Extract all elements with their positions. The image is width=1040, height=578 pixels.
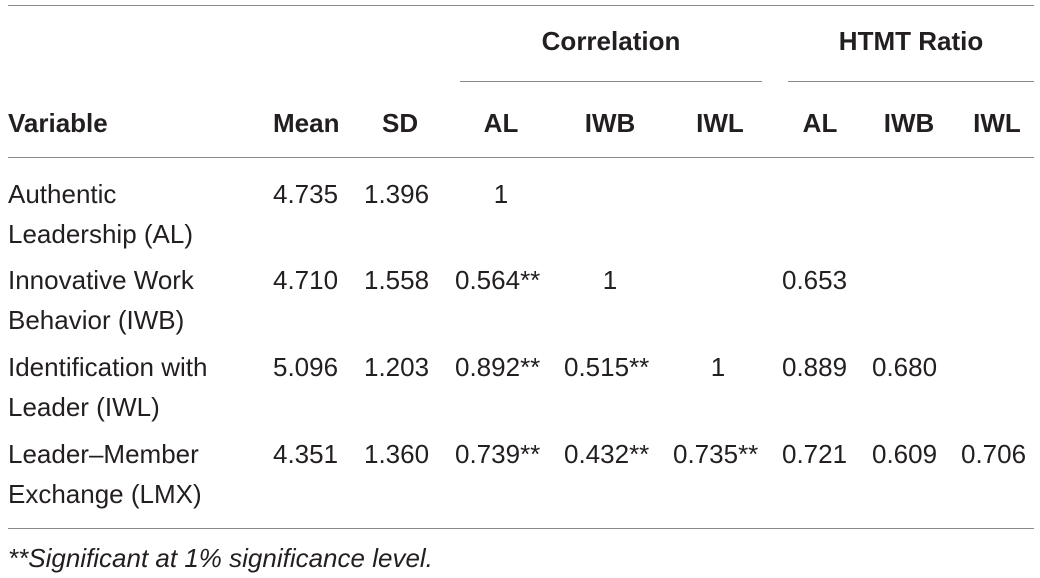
row-iwl-variable-line1: Identification with: [8, 352, 208, 382]
column-header-variable: Variable: [8, 108, 108, 138]
header-rule: [8, 157, 1034, 158]
row-lmx-corr-al: 0.739**: [455, 439, 541, 469]
row-lmx-mean: 4.351: [273, 439, 339, 469]
htmt-group-rule: [788, 81, 1034, 82]
row-lmx-sd: 1.360: [364, 439, 430, 469]
row-iwb-corr-al: 0.564**: [455, 265, 541, 295]
row-al-variable-line2: Leadership (AL): [8, 219, 193, 249]
column-header-mean: Mean: [273, 108, 340, 138]
row-lmx-variable-line2: Exchange (LMX): [8, 479, 202, 509]
column-header-sd: SD: [382, 108, 419, 138]
column-header-htmt-iwl: IWL: [973, 108, 1021, 138]
row-lmx-variable-line1: Leader–Member: [8, 439, 199, 469]
row-lmx-htmt-iwl: 0.706: [961, 439, 1027, 469]
row-iwl-corr-al: 0.892**: [455, 352, 541, 382]
row-lmx-corr-iwl: 0.735**: [673, 439, 759, 469]
column-header-corr-al: AL: [483, 108, 519, 138]
group-header-htmt: HTMT Ratio: [838, 26, 984, 56]
row-iwb-variable-line2: Behavior (IWB): [8, 305, 185, 335]
row-iwb-sd: 1.558: [364, 265, 430, 295]
column-header-corr-iwl: IWL: [696, 108, 744, 138]
top-rule: [8, 5, 1034, 6]
correlation-group-rule: [460, 81, 762, 82]
column-header-htmt-al: AL: [802, 108, 838, 138]
row-lmx-htmt-iwb: 0.609: [872, 439, 938, 469]
row-al-corr-al: 1: [493, 179, 509, 209]
row-lmx-htmt-al: 0.721: [782, 439, 848, 469]
row-iwl-mean: 5.096: [273, 352, 339, 382]
row-iwb-htmt-al: 0.653: [782, 265, 848, 295]
row-iwl-htmt-al: 0.889: [782, 352, 848, 382]
row-iwl-sd: 1.203: [364, 352, 430, 382]
row-iwb-variable-line1: Innovative Work: [8, 265, 194, 295]
column-header-corr-iwb: IWB: [584, 108, 636, 138]
row-lmx-corr-iwb: 0.432**: [564, 439, 650, 469]
column-header-htmt-iwb: IWB: [883, 108, 935, 138]
row-al-variable-line1: Authentic: [8, 179, 117, 209]
row-al-sd: 1.396: [364, 179, 430, 209]
row-al-mean: 4.735: [273, 179, 339, 209]
row-iwl-variable-line2: Leader (IWL): [8, 392, 160, 422]
table-footnote: **Significant at 1% significance level.: [8, 543, 433, 573]
group-header-correlation: Correlation: [541, 26, 681, 56]
bottom-rule: [8, 528, 1034, 529]
row-iwb-mean: 4.710: [273, 265, 339, 295]
row-iwl-corr-iwl: 1: [710, 352, 726, 382]
row-iwb-corr-iwb: 1: [602, 265, 618, 295]
row-iwl-corr-iwb: 0.515**: [564, 352, 650, 382]
row-iwl-htmt-iwb: 0.680: [872, 352, 938, 382]
